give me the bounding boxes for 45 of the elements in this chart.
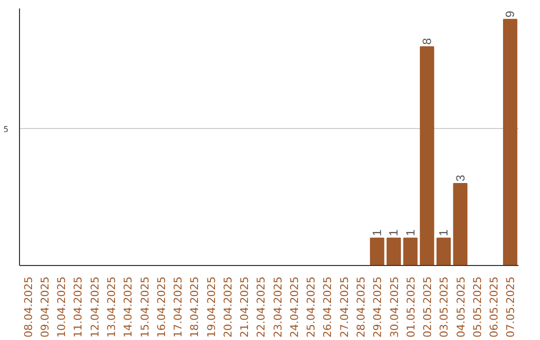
x-tick-label: 06.05.2025: [488, 276, 501, 338]
y-tick-label: 5: [3, 124, 9, 134]
data-label: 9: [503, 10, 518, 18]
x-tick-label: 12.04.2025: [88, 276, 102, 338]
data-label: 8: [420, 38, 434, 45]
x-tick-label: 17.04.2025: [172, 276, 185, 338]
data-label: 1: [370, 229, 384, 236]
x-tick-label: 08.04.2025: [22, 276, 35, 338]
bar: [436, 238, 451, 266]
x-tick-label: 24.04.2025: [288, 276, 301, 338]
x-tick-label: 10.04.2025: [55, 276, 68, 338]
x-tick-label: 30.04.2025: [388, 276, 401, 338]
x-tick-label: 22.04.2025: [254, 276, 268, 338]
x-tick-label: 21.04.2025: [238, 276, 252, 338]
bar: [370, 238, 384, 266]
x-tick-label: 29.04.2025: [371, 276, 384, 338]
x-tick-label: 02.05.2025: [421, 276, 434, 338]
bar: [420, 46, 434, 266]
x-tick-label: 09.04.2025: [38, 276, 52, 338]
x-tick-label: 19.04.2025: [204, 276, 218, 338]
x-tick-label: 15.04.2025: [138, 276, 152, 338]
x-tick-label: 03.05.2025: [438, 276, 451, 338]
x-tick-label: 11.04.2025: [72, 276, 85, 338]
data-label: 1: [403, 229, 418, 236]
x-tick-label: 18.04.2025: [188, 276, 202, 338]
data-label: 3: [453, 174, 468, 182]
bar: [453, 182, 468, 266]
bar: [403, 238, 418, 266]
data-label: 1: [386, 229, 401, 236]
x-tick-label: 16.04.2025: [154, 276, 168, 338]
data-label: 1: [436, 229, 451, 236]
x-tick-label: 23.04.2025: [271, 276, 284, 338]
x-tick-label: 27.04.2025: [338, 276, 351, 338]
x-tick-label: 04.05.2025: [454, 276, 468, 338]
x-tick-label: 28.04.2025: [354, 276, 368, 338]
x-tick-label: 25.04.2025: [304, 276, 318, 338]
x-tick-label: 07.05.2025: [504, 276, 518, 338]
x-tick-label: 20.04.2025: [221, 276, 234, 338]
x-tick-label: 14.04.2025: [122, 276, 135, 338]
x-tick-label: 05.05.2025: [470, 276, 484, 338]
x-tick-label: 26.04.2025: [321, 276, 334, 338]
x-tick-label: 13.04.2025: [104, 276, 118, 338]
bar: [386, 238, 401, 266]
bar: [503, 18, 518, 266]
x-tick-label: 01.05.2025: [404, 276, 418, 338]
